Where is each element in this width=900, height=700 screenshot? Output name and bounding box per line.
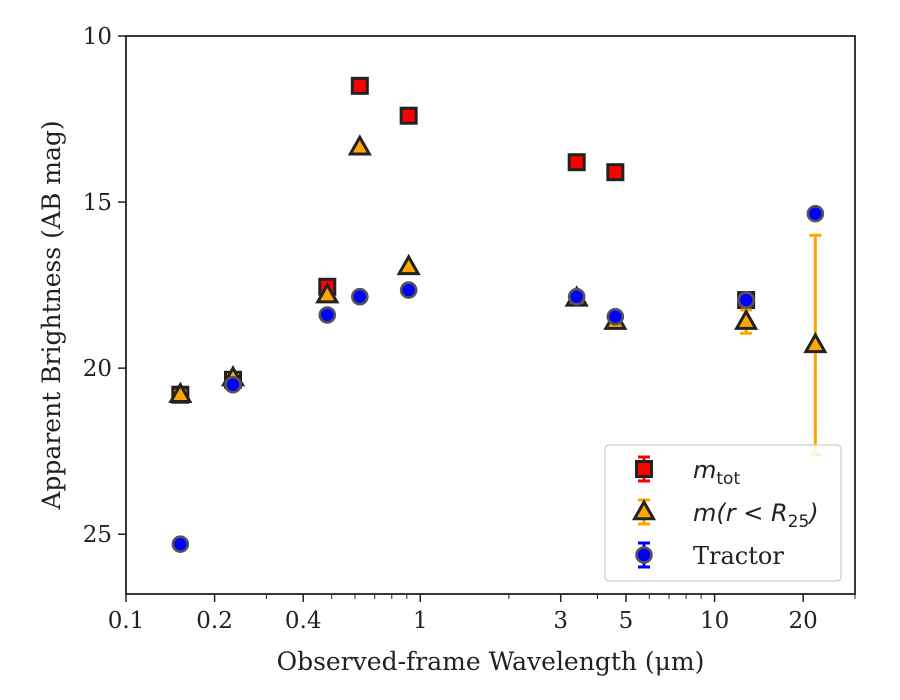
x-tick-label: 20 xyxy=(789,608,818,634)
legend-label: mtot xyxy=(693,456,740,489)
series-circle xyxy=(171,204,825,553)
data-point-circle xyxy=(351,287,369,306)
data-point-circle xyxy=(399,281,418,299)
legend-box xyxy=(604,444,842,582)
data-point-square xyxy=(606,163,625,182)
y-tick-label: 10 xyxy=(83,24,112,50)
data-point-triangle xyxy=(315,282,340,304)
axes: 0.1 0.2 0.4 1 3 5 10 20 10 15 20 25 xyxy=(83,24,856,634)
legend-label-main: m(r < R xyxy=(693,499,788,527)
x-tick-label: 3 xyxy=(553,608,568,634)
legend-label-subscript: tot xyxy=(716,469,740,489)
data-point-triangle xyxy=(347,134,372,156)
x-tick-label: 10 xyxy=(700,608,729,634)
data-point-circle xyxy=(806,204,825,223)
x-tick-label: 0.2 xyxy=(196,608,233,634)
legend-marker-triangle xyxy=(631,498,657,521)
data-point-triangle xyxy=(734,308,759,330)
data-point-square xyxy=(567,153,586,172)
series-triangle xyxy=(168,134,828,456)
legend-label-subscript: 25 xyxy=(788,512,810,532)
legend-entry-triangle: m(r < R25) xyxy=(631,498,819,532)
series-square xyxy=(171,76,756,404)
plot-marks xyxy=(168,76,828,553)
legend-label-tail: ) xyxy=(807,499,818,527)
x-axis-title: Observed-frame Wavelength (μm) xyxy=(277,647,705,676)
data-point-circle xyxy=(224,375,242,394)
legend: mtot m(r < R25) Tractor xyxy=(604,444,842,582)
legend-label-main: m xyxy=(693,456,716,484)
data-point-triangle xyxy=(168,381,193,403)
legend-label: Tractor xyxy=(693,542,784,570)
legend-marker-circle xyxy=(635,546,653,564)
data-point-circle xyxy=(606,307,625,326)
data-point-triangle xyxy=(396,253,421,276)
data-point-square xyxy=(350,76,369,95)
data-point-circle xyxy=(318,306,337,324)
data-point-circle xyxy=(567,287,586,306)
data-point-circle xyxy=(171,535,190,553)
x-tick-label: 0.1 xyxy=(108,608,145,634)
data-point-circle xyxy=(737,291,755,309)
y-tick-label: 20 xyxy=(83,356,112,382)
y-axis-title: Apparent Brightness (AB mag) xyxy=(37,120,66,510)
legend-entry-square: mtot xyxy=(635,455,740,489)
y-tick-label: 25 xyxy=(83,522,112,548)
plot-frame xyxy=(125,35,856,595)
data-point-square xyxy=(399,106,418,125)
y-tick-label: 15 xyxy=(83,190,112,216)
legend-marker-square xyxy=(635,460,653,478)
x-tick-label: 5 xyxy=(619,608,634,634)
data-point-triangle xyxy=(803,331,828,354)
x-tick-label: 1 xyxy=(413,608,428,634)
x-tick-label: 0.4 xyxy=(285,608,322,634)
legend-label: m(r < R25) xyxy=(693,499,819,532)
legend-entry-circle: Tractor xyxy=(635,541,784,570)
